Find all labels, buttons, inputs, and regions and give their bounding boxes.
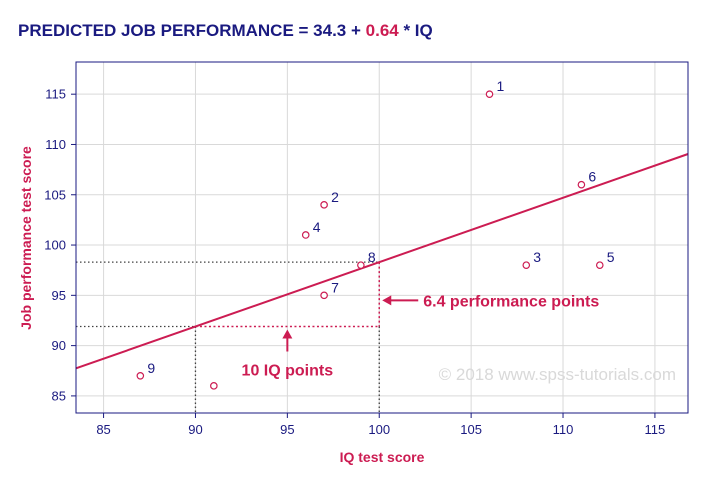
data-point-9 [136,371,145,380]
iq-arrow-head [282,329,293,339]
regression-line-group [76,153,688,370]
data-point-10 [210,382,218,390]
x-tick-label-100: 100 [368,422,390,437]
point-label-9: 9 [147,360,155,376]
performance-arrow-head [382,295,392,306]
guide-lines [76,261,380,413]
performance-points-label: 6.4 performance points [423,293,599,310]
x-tick-label-85: 85 [96,422,110,437]
point-label-5: 5 [607,249,615,265]
point-label-3: 3 [533,249,541,265]
x-tick-label-90: 90 [188,422,202,437]
x-axis-title: IQ test score [340,449,425,465]
y-tick-label-115: 115 [45,87,66,102]
point-label-6: 6 [588,169,596,185]
title-prefix: PREDICTED JOB PERFORMANCE = 34.3 + [18,21,366,40]
data-point-2 [320,201,328,209]
watermark-text: © 2018 www.spss-tutorials.com [439,365,676,384]
x-tick-label-95: 95 [280,422,294,437]
y-tick-label-100: 100 [44,238,66,253]
point-label-8: 8 [368,249,376,265]
iq-points-label: 10 IQ points [242,363,334,380]
y-tick-label-105: 105 [44,187,66,202]
y-axis-title: Job performance test score [18,146,34,330]
data-point-7 [320,291,328,300]
point-label-4: 4 [313,219,321,235]
x-axis-ticks: 85 90 95 100 105 110 115 [96,413,665,437]
x-tick-label-115: 115 [645,422,666,437]
title-suffix: * IQ [398,21,433,40]
regression-line [76,153,688,370]
y-tick-label-110: 110 [45,137,66,152]
point-label-7: 7 [331,279,339,295]
plot-border [75,61,689,414]
data-point-1 [485,90,494,98]
data-points: 1 2 3 4 5 6 7 8 9 [136,78,615,390]
data-point-3 [522,261,531,269]
gridlines [76,62,688,413]
y-tick-label-85: 85 [52,388,66,403]
plot-area [76,62,688,413]
y-axis-ticks: 85 90 95 100 105 110 115 [44,87,76,403]
title-slope: 0.64 [365,21,399,40]
chart-title: PREDICTED JOB PERFORMANCE = 34.3 + 0.64 … [18,21,433,41]
data-point-4 [301,231,310,239]
annotations: 10 IQ points 6.4 performance points [242,293,600,379]
x-tick-label-110: 110 [553,422,574,437]
data-point-6 [577,180,586,189]
data-point-8 [357,261,365,269]
data-point-5 [595,261,604,269]
point-label-2: 2 [331,189,339,205]
y-tick-label-90: 90 [52,338,66,353]
y-tick-label-95: 95 [52,288,66,303]
x-tick-label-105: 105 [460,422,482,437]
point-label-1: 1 [497,78,505,94]
